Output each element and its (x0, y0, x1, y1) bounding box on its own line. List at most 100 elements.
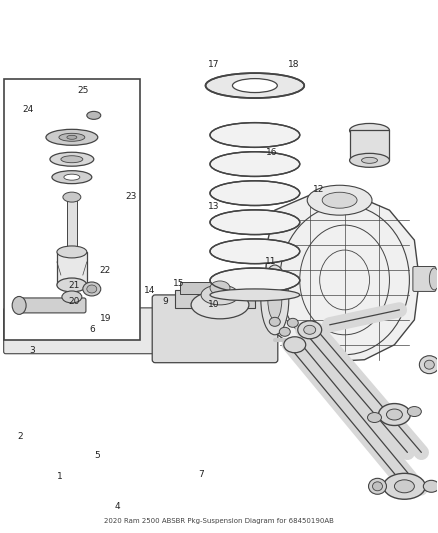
Text: 2020 Ram 2500 ABSBR Pkg-Suspension Diagram for 68450190AB: 2020 Ram 2500 ABSBR Pkg-Suspension Diagr… (104, 518, 334, 524)
Text: 12: 12 (313, 185, 324, 194)
Ellipse shape (210, 210, 300, 235)
Ellipse shape (71, 221, 110, 231)
Ellipse shape (350, 154, 389, 167)
Ellipse shape (52, 171, 92, 184)
Ellipse shape (61, 156, 83, 163)
Ellipse shape (68, 180, 113, 189)
Bar (350, 131, 389, 160)
Ellipse shape (66, 242, 115, 252)
Ellipse shape (419, 356, 438, 374)
Ellipse shape (83, 282, 101, 296)
Ellipse shape (268, 280, 282, 320)
Text: 20: 20 (68, 296, 80, 305)
Ellipse shape (67, 289, 83, 300)
Ellipse shape (284, 337, 306, 353)
Bar (175, 290, 255, 308)
Text: 1: 1 (57, 472, 63, 481)
Ellipse shape (50, 152, 94, 166)
Ellipse shape (386, 409, 403, 420)
Ellipse shape (350, 124, 389, 138)
Ellipse shape (361, 157, 378, 163)
Ellipse shape (367, 413, 381, 423)
Text: 3: 3 (29, 346, 35, 355)
Ellipse shape (424, 480, 438, 492)
Text: 6: 6 (89, 325, 95, 334)
FancyBboxPatch shape (4, 308, 187, 354)
Ellipse shape (62, 291, 82, 303)
Ellipse shape (201, 285, 239, 305)
Ellipse shape (59, 133, 85, 141)
Bar (57, 252, 87, 285)
Ellipse shape (372, 482, 382, 491)
Ellipse shape (63, 192, 81, 202)
Text: 25: 25 (77, 86, 88, 94)
Text: 9: 9 (163, 296, 169, 305)
Ellipse shape (69, 232, 112, 241)
Ellipse shape (298, 321, 321, 339)
Ellipse shape (210, 239, 300, 264)
Ellipse shape (65, 201, 116, 210)
Ellipse shape (87, 285, 97, 293)
Ellipse shape (233, 78, 277, 93)
Ellipse shape (67, 263, 113, 272)
Ellipse shape (210, 123, 300, 147)
Ellipse shape (68, 211, 113, 220)
Ellipse shape (378, 403, 410, 425)
FancyBboxPatch shape (17, 298, 86, 313)
Bar (4, 79, 140, 340)
Text: 19: 19 (100, 314, 111, 323)
Ellipse shape (210, 281, 230, 295)
Text: 15: 15 (173, 279, 184, 288)
Ellipse shape (66, 149, 115, 158)
Ellipse shape (71, 169, 110, 179)
Ellipse shape (85, 111, 95, 121)
Text: 24: 24 (22, 105, 33, 114)
Text: 21: 21 (68, 280, 80, 289)
Ellipse shape (64, 252, 116, 262)
Ellipse shape (261, 265, 289, 335)
Ellipse shape (191, 291, 249, 319)
Text: 17: 17 (208, 60, 219, 69)
Ellipse shape (65, 139, 116, 148)
Text: 23: 23 (125, 192, 137, 201)
Ellipse shape (429, 268, 438, 290)
Ellipse shape (57, 278, 87, 292)
Ellipse shape (307, 185, 372, 215)
Ellipse shape (210, 181, 300, 206)
Ellipse shape (69, 159, 112, 169)
Ellipse shape (407, 407, 421, 416)
Ellipse shape (87, 111, 101, 119)
Polygon shape (266, 195, 419, 362)
Text: 13: 13 (208, 203, 219, 212)
Ellipse shape (64, 174, 80, 180)
Bar (67, 197, 77, 252)
Ellipse shape (46, 130, 98, 146)
Ellipse shape (269, 317, 280, 326)
Ellipse shape (279, 327, 290, 336)
Bar (180, 282, 250, 294)
Text: 2: 2 (18, 432, 23, 441)
Ellipse shape (287, 318, 298, 327)
Ellipse shape (395, 480, 414, 493)
Ellipse shape (304, 325, 316, 334)
Text: 11: 11 (265, 257, 276, 265)
Text: 22: 22 (100, 266, 111, 275)
Ellipse shape (65, 190, 116, 200)
Ellipse shape (210, 289, 300, 301)
Text: 7: 7 (199, 470, 205, 479)
Ellipse shape (67, 128, 113, 138)
Text: 18: 18 (288, 60, 300, 69)
Ellipse shape (210, 268, 300, 293)
Ellipse shape (384, 473, 425, 499)
Ellipse shape (12, 296, 26, 314)
Ellipse shape (67, 135, 77, 139)
Text: 16: 16 (265, 148, 277, 157)
Ellipse shape (63, 113, 118, 131)
Text: 4: 4 (115, 502, 120, 511)
Ellipse shape (205, 73, 304, 98)
Text: 14: 14 (144, 286, 155, 295)
Ellipse shape (322, 192, 357, 208)
Ellipse shape (67, 271, 114, 281)
Ellipse shape (210, 152, 300, 176)
FancyBboxPatch shape (152, 295, 278, 362)
